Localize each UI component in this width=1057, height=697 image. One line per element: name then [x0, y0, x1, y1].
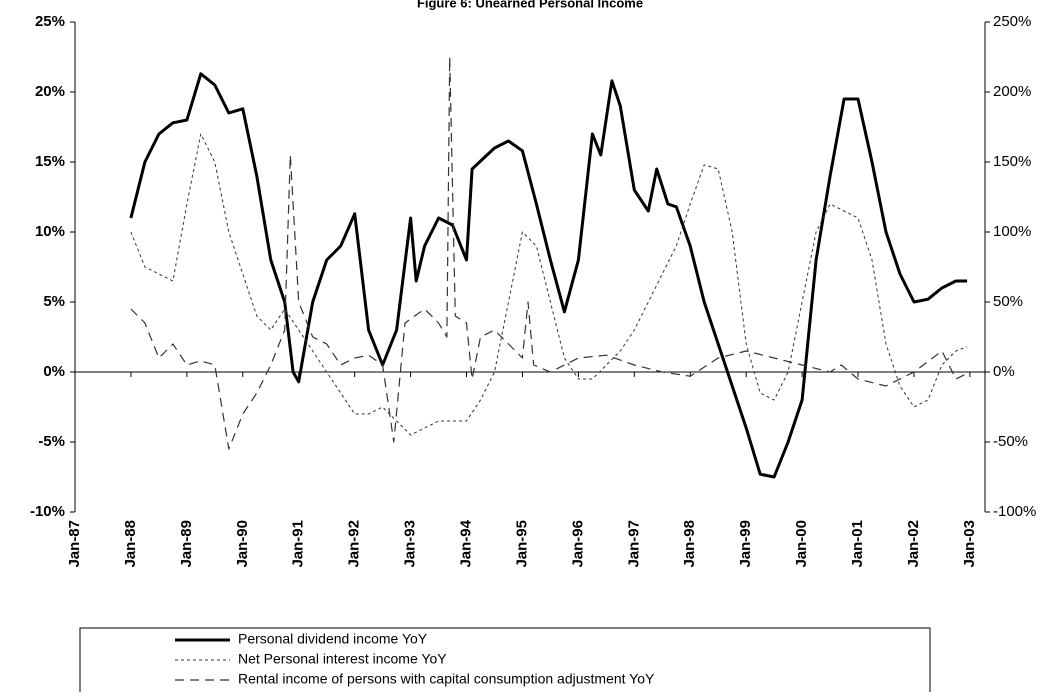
x-tick-label: Jan-90: [234, 520, 251, 568]
y2-tick-label: -100%: [993, 503, 1036, 520]
y2-tick-label: 250%: [993, 13, 1031, 30]
y-tick-label: -10%: [30, 503, 65, 520]
x-tick-label: Jan-91: [290, 520, 307, 568]
y-tick-label: 0%: [43, 363, 65, 380]
x-tick-label: Jan-94: [457, 519, 474, 567]
legend-label: Net Personal interest income YoY: [238, 651, 447, 667]
x-tick-label: Jan-01: [849, 520, 866, 568]
x-tick-label: Jan-88: [122, 520, 139, 568]
y-tick-label: 10%: [35, 223, 65, 240]
y2-tick-label: -50%: [993, 433, 1028, 450]
y2-tick-label: 100%: [993, 223, 1031, 240]
y2-tick-label: 200%: [993, 83, 1031, 100]
series-line: [129, 72, 968, 479]
y-tick-label: -5%: [38, 433, 65, 450]
x-tick-label: Jan-00: [793, 520, 810, 568]
x-tick-label: Jan-89: [178, 520, 195, 568]
y2-tick-label: 150%: [993, 153, 1031, 170]
x-tick-label: Jan-87: [66, 520, 83, 568]
x-tick-label: Jan-92: [346, 520, 363, 568]
x-tick-label: Jan-02: [905, 520, 922, 568]
x-tick-label: Jan-98: [681, 520, 698, 568]
x-tick-label: Jan-95: [513, 520, 530, 568]
legend-label: Personal dividend income YoY: [238, 631, 428, 647]
y-tick-label: 5%: [43, 293, 65, 310]
y-tick-label: 25%: [35, 13, 65, 30]
series-line: [130, 56, 971, 450]
y2-tick-label: 0%: [993, 363, 1015, 380]
x-tick-label: Jan-03: [961, 520, 978, 568]
chart-title: Figure 6: Unearned Personal Income: [417, 0, 643, 10]
x-tick-label: Jan-99: [737, 520, 754, 568]
series-line: [130, 133, 968, 436]
legend-box: [79, 627, 931, 697]
x-tick-label: Jan-93: [402, 520, 419, 568]
x-tick-label: Jan-97: [625, 520, 642, 568]
x-tick-label: Jan-96: [569, 520, 586, 568]
y-tick-label: 20%: [35, 83, 65, 100]
y2-tick-label: 50%: [993, 293, 1023, 310]
y-tick-label: 15%: [35, 153, 65, 170]
legend-label: Rental income of persons with capital co…: [238, 671, 655, 687]
